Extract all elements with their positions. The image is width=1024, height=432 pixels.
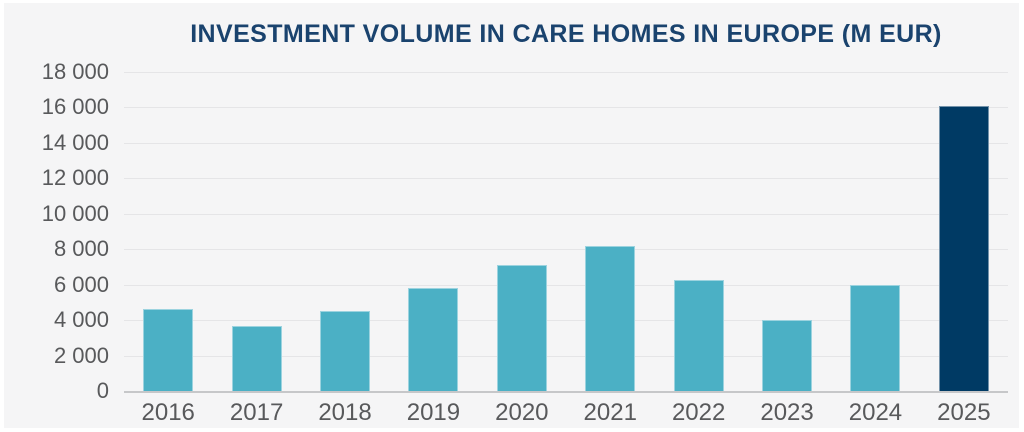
bar-2021 [585,245,636,391]
x-tick-label: 2017 [229,399,284,426]
bar-2024 [850,284,901,391]
gridline [124,107,1008,109]
y-tick-label: 0 [96,378,109,403]
bar-slot [566,72,654,391]
x-tick-label: 2020 [495,399,549,426]
bar-2023 [762,320,813,391]
x-tick-label: 2023 [760,399,814,426]
x-tick-label: 2024 [848,399,903,426]
bar-slot [654,72,742,391]
bar-2019 [408,288,459,391]
x-axis-line [124,391,1008,393]
y-tick-label: 18 000 [41,59,109,84]
y-tick-label: 8 000 [53,236,109,262]
gridline [124,72,1008,73]
y-tick-label: 14 000 [41,129,109,155]
gridline [124,178,1008,180]
y-tick-label: 16 000 [41,94,109,120]
bar-slot [389,72,477,391]
bars-container [124,72,1008,391]
gridline [124,213,1008,215]
bar-slot [478,72,566,391]
bar-slot [831,72,919,391]
y-tick-label: 10 000 [41,200,109,226]
chart-panel: INVESTMENT VOLUME IN CARE HOMES IN EUROP… [4,3,1019,428]
y-tick-label: 12 000 [41,165,109,191]
x-tick-label: 2016 [141,399,195,426]
y-tick-label: 2 000 [53,342,109,368]
x-tick-label: 2019 [406,399,461,426]
x-axis-labels: 2016 2017 2018 2019 2020 2021 2022 2023 2024 2025 [124,401,1008,425]
bar-2025 [938,105,989,391]
x-tick-label: 2022 [671,399,726,426]
plot-area [124,72,1008,393]
gridline [124,320,1008,322]
bar-slot [301,72,389,391]
gridline [124,284,1008,286]
y-tick-label: 6 000 [53,271,109,297]
chart-title: INVESTMENT VOLUME IN CARE HOMES IN EUROP… [190,20,942,48]
bar-2018 [320,311,371,391]
bar-2020 [496,265,547,391]
bar-slot [920,72,1008,391]
bar-slot [743,72,831,391]
gridline [124,355,1008,357]
y-axis-labels: 18 000 16 000 14 000 12 000 10 000 8 000 6 000… [4,61,109,402]
bar-slot [124,72,212,391]
bar-2017 [231,326,282,391]
bar-slot [212,72,300,391]
bar-2022 [673,280,724,391]
bar-2016 [143,308,194,391]
x-tick-label: 2025 [937,399,991,426]
gridline [124,249,1008,251]
y-tick-label: 4 000 [53,307,109,333]
x-tick-label: 2021 [583,399,637,426]
x-tick-label: 2018 [318,399,372,426]
gridline [124,142,1008,144]
